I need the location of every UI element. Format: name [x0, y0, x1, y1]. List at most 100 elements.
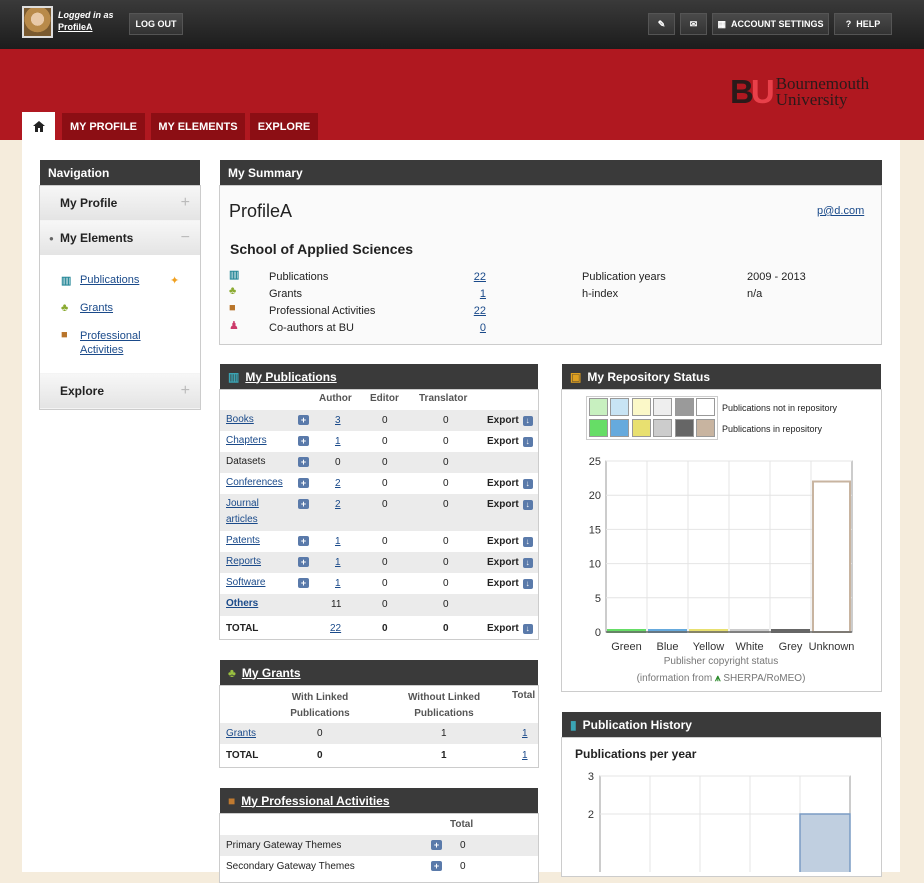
- nav-professional-activities-link[interactable]: Professional Activities: [80, 329, 141, 357]
- publication-type-link[interactable]: Patents: [226, 535, 260, 546]
- translator-count: 0: [443, 557, 449, 568]
- total-name: TOTAL: [226, 623, 259, 634]
- publication-type-link[interactable]: Books: [226, 414, 254, 425]
- nav-grants-link[interactable]: Grants: [80, 302, 114, 314]
- add-icon[interactable]: +: [298, 436, 309, 446]
- account-settings-button[interactable]: ▦ ACCOUNT SETTINGS: [712, 13, 829, 35]
- add-icon[interactable]: +: [298, 536, 309, 546]
- university-logo[interactable]: BU Bournemouth University: [730, 73, 870, 110]
- swatch-yellow-not: [632, 398, 651, 416]
- summary-value-link[interactable]: 1: [479, 288, 486, 300]
- translator-count: 0: [443, 457, 449, 468]
- help-label: HELP: [856, 19, 881, 29]
- sherpa-icon: ⩚: [714, 673, 721, 684]
- home-icon: [32, 120, 45, 132]
- legend-not-in-repository: Publications not in repository: [722, 403, 838, 413]
- summary-value-link[interactable]: 22: [473, 271, 486, 283]
- grants-total-unlinked: 1: [441, 750, 447, 761]
- logo-letter-u: U: [750, 73, 775, 110]
- publication-type-link: Datasets: [226, 456, 266, 467]
- grants-total-link[interactable]: 1: [522, 728, 528, 739]
- logo-name-line2: University: [775, 90, 848, 109]
- grid-icon: ▦: [717, 18, 726, 29]
- publication-type-link[interactable]: Journal articles: [226, 498, 259, 525]
- summary-label: Co-authors at BU: [269, 322, 354, 334]
- messages-button[interactable]: ✉: [680, 13, 707, 35]
- summary-value-link[interactable]: 0: [479, 322, 486, 334]
- tab-explore[interactable]: EXPLORE: [250, 113, 318, 140]
- logged-in-user-link[interactable]: ProfileA: [58, 22, 93, 32]
- export-button[interactable]: Export ↓: [487, 415, 533, 426]
- add-icon[interactable]: +: [298, 499, 309, 509]
- summary-value-link[interactable]: 22: [473, 305, 486, 317]
- grants-header-linked: With Linked Publications: [270, 690, 370, 722]
- grants-header-unlinked: Without Linked Publications: [393, 690, 495, 722]
- user-avatar[interactable]: [22, 6, 53, 38]
- translator-count: 0: [443, 536, 449, 547]
- y-tick-label: 5: [595, 593, 601, 605]
- add-icon[interactable]: +: [431, 840, 442, 850]
- help-bubble-icon: ?: [845, 19, 852, 29]
- publication-type-link[interactable]: Reports: [226, 556, 262, 567]
- source-prefix: (information from: [636, 673, 713, 684]
- publication-type-link[interactable]: Chapters: [226, 435, 267, 446]
- tab-explore-label: EXPLORE: [257, 120, 311, 133]
- publications-title-link[interactable]: My Publications: [245, 369, 337, 384]
- tab-home[interactable]: [22, 112, 55, 140]
- logo-name-line1: Bournemouth: [775, 74, 870, 93]
- edit-button[interactable]: ✎: [648, 13, 675, 35]
- export-label: Export: [487, 623, 519, 634]
- download-icon: ↓: [522, 437, 533, 447]
- tab-my-elements[interactable]: MY ELEMENTS: [151, 113, 245, 140]
- publication-type-link[interactable]: Conferences: [226, 477, 283, 488]
- export-button[interactable]: Export ↓: [487, 557, 533, 568]
- summary-panel: [219, 185, 882, 345]
- help-button[interactable]: ? HELP: [834, 13, 892, 35]
- export-all-button[interactable]: Export ↓: [487, 623, 533, 634]
- export-button[interactable]: Export ↓: [487, 536, 533, 547]
- table-row-total: TOTAL 22 0 0 Export ↓: [220, 617, 538, 639]
- export-button[interactable]: Export ↓: [487, 478, 533, 489]
- mail-icon: ✉: [689, 18, 698, 29]
- author-count[interactable]: 2: [335, 499, 341, 510]
- export-button[interactable]: Export ↓: [487, 578, 533, 589]
- history-chart: 23: [588, 771, 851, 872]
- author-count[interactable]: 1: [335, 578, 341, 589]
- grants-grand-total-link[interactable]: 1: [522, 750, 528, 761]
- author-count[interactable]: 1: [335, 436, 341, 447]
- author-count[interactable]: 3: [335, 415, 341, 426]
- email-link[interactable]: p@d.com: [817, 205, 865, 217]
- briefcase-icon: ■: [229, 302, 236, 314]
- author-count[interactable]: 1: [335, 557, 341, 568]
- add-icon[interactable]: +: [298, 415, 309, 425]
- editor-count: 0: [382, 557, 388, 568]
- activities-title-link[interactable]: My Professional Activities: [241, 793, 390, 808]
- tab-my-profile[interactable]: MY PROFILE: [62, 113, 145, 140]
- x-tick-label: Green: [611, 641, 642, 653]
- export-button[interactable]: Export ↓: [487, 436, 533, 447]
- translator-count: 0: [443, 478, 449, 489]
- star-icon: ✦: [170, 275, 180, 287]
- summary-stats-values: 2009 - 2013 n/a: [747, 269, 806, 303]
- add-icon[interactable]: +: [298, 557, 309, 567]
- publication-years-value: 2009 - 2013: [747, 271, 806, 283]
- nav-publications-link[interactable]: Publications: [80, 274, 140, 286]
- y-tick-label: 0: [595, 627, 601, 639]
- publication-type-link[interactable]: Others: [226, 598, 259, 609]
- logout-button[interactable]: LOG OUT: [129, 13, 183, 35]
- export-button[interactable]: Export ↓: [487, 499, 533, 510]
- export-label: Export: [487, 578, 519, 589]
- add-icon[interactable]: +: [431, 861, 442, 871]
- nav-my-profile[interactable]: My Profile +: [40, 186, 200, 220]
- author-count[interactable]: 1: [335, 536, 341, 547]
- author-count[interactable]: 2: [335, 478, 341, 489]
- add-icon[interactable]: +: [298, 578, 309, 588]
- total-a[interactable]: 22: [330, 623, 342, 634]
- publication-type-link[interactable]: Software: [226, 577, 266, 588]
- grants-row-link[interactable]: Grants: [226, 728, 257, 739]
- add-icon[interactable]: +: [298, 478, 309, 488]
- nav-my-elements[interactable]: ● My Elements −: [40, 221, 200, 255]
- add-icon[interactable]: +: [298, 457, 309, 467]
- nav-explore[interactable]: Explore +: [40, 374, 200, 408]
- grants-title-link[interactable]: My Grants: [241, 665, 301, 680]
